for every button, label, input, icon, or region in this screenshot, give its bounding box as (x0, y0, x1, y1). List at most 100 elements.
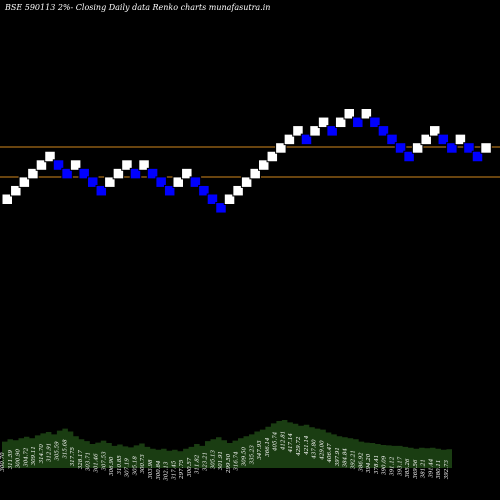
renko-brick-up (429, 125, 441, 137)
price-label: 299.50 (226, 453, 232, 474)
price-label: 307.19 (125, 458, 131, 478)
renko-brick-up (232, 184, 244, 197)
renko-brick-up (10, 184, 22, 197)
price-label: 305.13 (210, 449, 216, 469)
price-label: 429.00 (319, 440, 325, 461)
price-label: 390.09 (382, 455, 388, 475)
renko-brick-up (283, 133, 296, 146)
renko-brick-up (309, 125, 321, 137)
price-label: 386.92 (358, 452, 364, 472)
renko-brick-down (163, 184, 176, 197)
price-label: 412.81 (280, 431, 286, 451)
price-label: 309.11 (31, 446, 37, 465)
renko-brick-up (249, 167, 261, 180)
price-label: 309.50 (242, 447, 248, 467)
price-label: 306.90 (109, 456, 115, 476)
price-label: 391.12 (390, 456, 396, 476)
price-label: 311.59 (8, 449, 14, 469)
price-label: 405.74 (273, 431, 279, 452)
price-label: 378.41 (374, 455, 380, 474)
volume-area (2, 420, 452, 468)
renko-brick-up (454, 133, 467, 146)
price-label: 300.57 (187, 457, 193, 477)
price-labels: 300.70 311.59 300.90 304.72 309.11 314.70 312.… (0, 431, 450, 481)
price-label: 317.45 (171, 460, 177, 480)
price-label: 303.71 (86, 452, 92, 471)
renko-brick-up (18, 176, 31, 188)
price-label: 323.21 (203, 452, 209, 471)
price-label: 315.68 (62, 439, 68, 459)
renko-brick-up (411, 142, 424, 154)
renko-brick-down (52, 159, 65, 171)
price-label: 391.44 (428, 458, 434, 478)
renko-brick-down (326, 125, 338, 137)
renko-brick-down (146, 167, 159, 180)
price-label: 369.56 (413, 459, 419, 479)
renko-brick-down (369, 116, 381, 129)
renko-brick-up (172, 176, 184, 188)
renko-brick-up (112, 167, 125, 180)
renko-brick-down (155, 176, 167, 188)
price-label: 307.53 (101, 451, 107, 471)
price-label: 393.17 (397, 456, 403, 476)
price-label: 302.13 (164, 461, 170, 481)
renko-brick-down (437, 133, 450, 146)
volume-area-fill (2, 420, 452, 468)
renko-brick-down (377, 125, 390, 137)
price-label: 314.70 (39, 444, 45, 464)
price-label: 421.14 (304, 435, 310, 456)
price-label: 335.23 (249, 445, 255, 465)
renko-brick-up (44, 150, 56, 163)
price-label: 300.73 (140, 454, 146, 474)
renko-brick-up (275, 142, 287, 154)
price-label: 347.93 (257, 440, 263, 460)
renko-brick-up (258, 159, 270, 171)
renko-brick-down (61, 167, 73, 180)
renko-brick-down (198, 184, 210, 197)
renko-brick-down (87, 176, 99, 188)
renko-brick-down (471, 150, 484, 163)
renko-bricks (1, 108, 492, 214)
price-label: 304.72 (23, 447, 29, 467)
renko-brick-up (181, 167, 193, 180)
renko-brick-up (343, 108, 355, 120)
renko-brick-up (69, 159, 82, 171)
renko-brick-up (223, 193, 236, 205)
price-label: 392.73 (444, 460, 450, 480)
price-label: 310.85 (117, 455, 123, 475)
price-label: 300.90 (16, 448, 22, 468)
renko-brick-up (240, 176, 253, 188)
renko-brick-up (121, 159, 133, 171)
renko-brick-down (403, 150, 415, 163)
price-label: 437.80 (312, 439, 318, 460)
price-label: 366.14 (265, 437, 271, 457)
price-label: 297.75 (179, 459, 185, 480)
price-label: 397.91 (335, 447, 341, 466)
price-label: 385.26 (405, 458, 411, 478)
renko-brick-up (420, 133, 432, 146)
price-label: 328.17 (78, 449, 84, 469)
renko-brick-down (206, 193, 219, 205)
renko-brick-up (266, 150, 279, 163)
price-label: 311.82 (195, 454, 201, 474)
price-label: 303.98 (148, 459, 154, 479)
renko-brick-up (317, 116, 330, 129)
price-label: 317.75 (70, 447, 76, 467)
price-label: 301.91 (218, 451, 224, 470)
renko-brick-up (35, 159, 48, 171)
renko-brick-down (463, 142, 475, 154)
renko-brick-down (78, 167, 90, 180)
price-label: 305.18 (132, 456, 138, 476)
renko-brick-down (300, 133, 313, 146)
renko-brick-down (446, 142, 458, 154)
renko-brick-up (480, 142, 492, 154)
price-label: 301.46 (94, 453, 100, 473)
renko-brick-up (360, 108, 373, 120)
renko-brick-up (138, 159, 150, 171)
chart-title: BSE 590113 2%- Closing Daily data Renko … (4, 3, 270, 12)
renko-brick-down (95, 184, 108, 197)
price-label: 417.14 (288, 433, 294, 454)
renko-brick-up (27, 167, 39, 180)
